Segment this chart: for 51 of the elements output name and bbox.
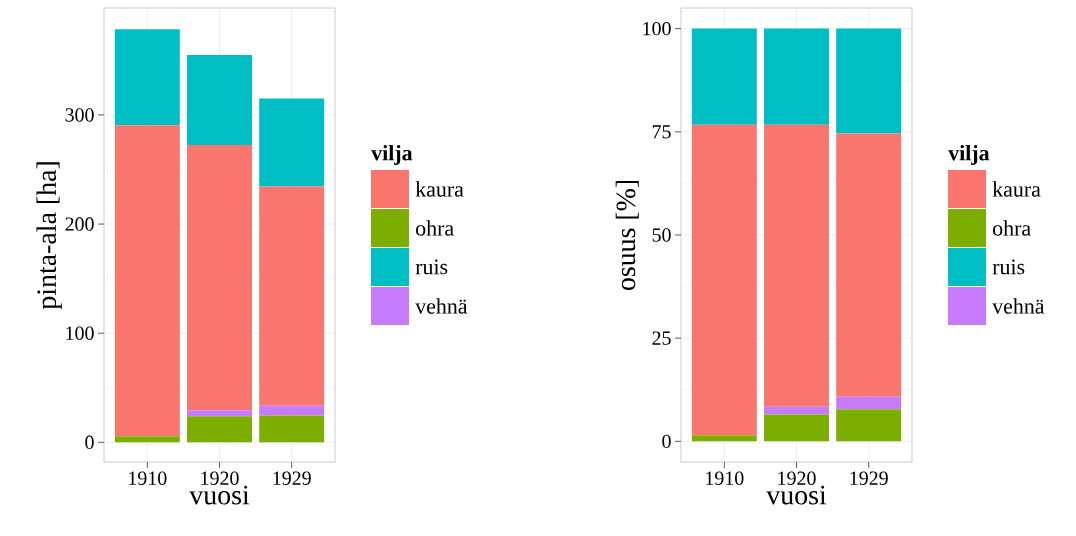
- y-tick-label: 100: [66, 326, 94, 340]
- bar: [836, 396, 902, 410]
- x-tick-label: 1929: [850, 471, 888, 485]
- bar: [187, 416, 252, 443]
- y-tick-label: 25: [652, 331, 671, 345]
- legend-label: vehnä: [415, 298, 468, 314]
- y-axis-title: osuus [%]: [615, 180, 639, 291]
- y-tick-label: 75: [652, 125, 671, 139]
- bar: [691, 435, 757, 442]
- legend-label: ruis: [992, 259, 1025, 275]
- x-tick-label: 1929: [273, 471, 311, 485]
- bar: [836, 133, 902, 397]
- bar: [691, 124, 757, 436]
- legend-label: ohra: [993, 220, 1031, 236]
- legend-label: ohra: [416, 220, 454, 236]
- bar: [259, 98, 325, 187]
- x-axis-title: vuosi: [766, 485, 827, 505]
- y-axis-title: pinta-ala [ha]: [36, 162, 62, 310]
- bar: [764, 124, 829, 407]
- y-tick-label: 0: [85, 435, 94, 450]
- legend-label: ruis: [415, 259, 448, 275]
- bar: [114, 125, 180, 437]
- bar: [187, 54, 252, 145]
- bar: [114, 436, 180, 443]
- x-tick-label: 1920: [201, 471, 239, 485]
- bar: [187, 410, 252, 417]
- bar: [259, 415, 325, 443]
- y-tick-label: 300: [65, 108, 94, 122]
- y-tick-label: 0: [662, 434, 671, 449]
- y-tick-label: 50: [652, 228, 671, 242]
- y-tick-label: 200: [65, 217, 94, 231]
- bar: [691, 28, 757, 125]
- bar: [764, 28, 829, 125]
- bar: [259, 405, 325, 416]
- legend-label: vehnä: [992, 298, 1045, 314]
- legend-title: vilja: [371, 145, 413, 165]
- y-tick-label: 100: [643, 21, 671, 36]
- x-tick-label: 1920: [778, 471, 816, 485]
- bar: [764, 406, 829, 415]
- bar: [836, 28, 902, 134]
- x-tick-label: 1910: [129, 471, 167, 485]
- bar: [764, 414, 829, 442]
- bar: [187, 144, 252, 411]
- x-tick-label: 1910: [706, 471, 744, 485]
- bar: [259, 186, 325, 406]
- legend-label: kaura: [992, 181, 1041, 197]
- x-axis-title: vuosi: [189, 485, 250, 505]
- bar: [836, 409, 902, 442]
- bar: [114, 29, 180, 126]
- legend-label: kaura: [415, 181, 464, 197]
- legend-title: vilja: [948, 145, 990, 165]
